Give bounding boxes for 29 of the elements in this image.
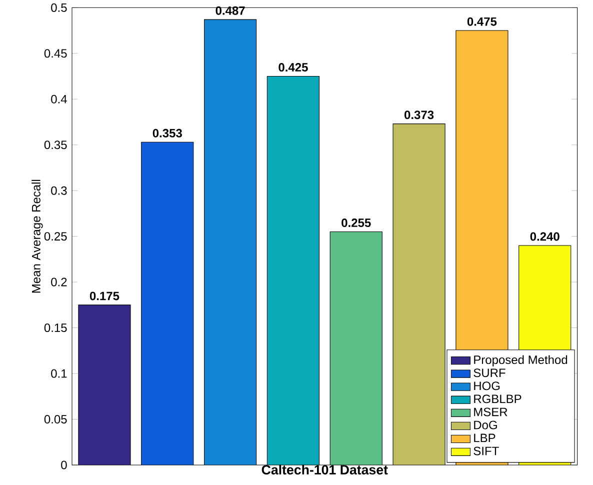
legend-label: LBP (474, 434, 496, 442)
y-tick-label: 0 (61, 460, 67, 470)
data-label: 0.425 (278, 63, 308, 72)
y-tick-label: 0.5 (51, 3, 67, 12)
legend-label: SURF (474, 368, 506, 378)
y-tick-label: 0.1 (51, 369, 67, 378)
x-axis-title: Caltech-101 Dataset (262, 464, 388, 475)
legend-label: HOG (474, 382, 500, 390)
legend-label: MSER (474, 408, 508, 416)
data-label: 0.353 (152, 128, 182, 138)
data-label: 0.255 (342, 218, 371, 228)
y-tick-label: 0.45 (44, 49, 67, 58)
y-tick-label: 0.35 (44, 140, 67, 150)
legend-label: RGBLBP (474, 394, 522, 404)
data-label: 0.373 (404, 110, 434, 120)
data-label: 0.475 (467, 17, 497, 26)
data-label: 0.175 (90, 292, 120, 300)
legend-label: DoG (474, 420, 497, 430)
y-tick-label: 0.2 (51, 278, 67, 286)
y-tick-label: 0.25 (44, 232, 67, 241)
y-tick-label: 0.15 (44, 324, 67, 332)
y-tick-label: 0.4 (51, 94, 67, 104)
y-tick-label: 0.05 (44, 415, 67, 424)
legend-label: SIFT (474, 446, 499, 456)
data-label: 0.487 (216, 6, 245, 15)
legend-label: Proposed Method (474, 355, 568, 366)
data-label: 0.240 (530, 232, 560, 241)
y-axis-title: Mean Average Recall (32, 180, 43, 293)
y-tick-label: 0.3 (51, 186, 67, 195)
